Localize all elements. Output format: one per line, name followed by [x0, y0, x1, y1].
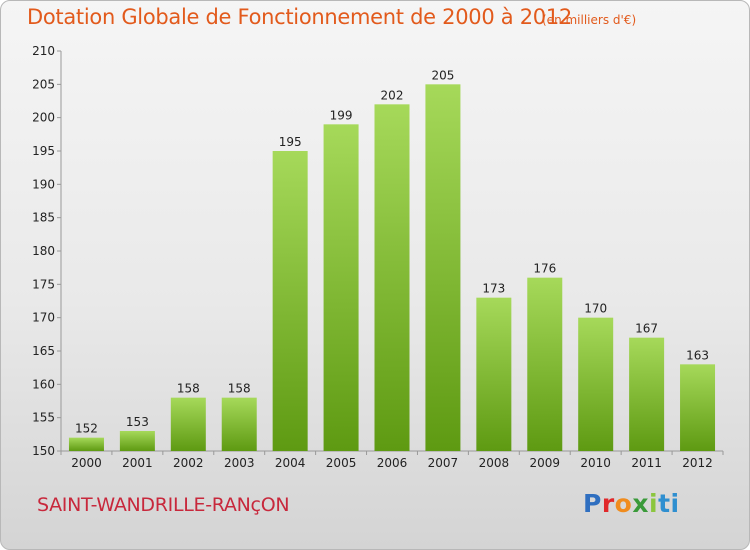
value-label-2010: 170 — [584, 302, 607, 316]
logo-letter: i — [670, 489, 680, 518]
value-label-2002: 158 — [177, 382, 200, 396]
y-tick-label: 170 — [32, 311, 55, 325]
bar-2007 — [425, 84, 461, 451]
bar-2011 — [629, 337, 665, 451]
chart-title: Dotation Globale de Fonctionnement de 20… — [27, 5, 572, 29]
x-tick-label-2008: 2008 — [479, 456, 510, 470]
chart-axes: 150 155 160 165 170 175 180 185 190 195 200 205 210 — [32, 44, 724, 458]
logo-letter: P — [583, 489, 602, 518]
value-label-2006: 202 — [381, 88, 404, 102]
x-tick-label-2002: 2002 — [173, 456, 204, 470]
x-tick-label-2005: 2005 — [326, 456, 357, 470]
chart-labels: 2000 152 2001 153 2002 158 2003 158 2004 195 2005 1… — [71, 68, 713, 470]
value-label-2007: 205 — [431, 68, 454, 82]
y-tick-label: 155 — [32, 411, 55, 425]
y-tick-label: 165 — [32, 344, 55, 358]
bar-2012 — [680, 364, 716, 451]
logo-letter: x — [632, 489, 649, 518]
x-tick-label-2003: 2003 — [224, 456, 255, 470]
value-label-2011: 167 — [635, 322, 658, 336]
value-label-2003: 158 — [228, 382, 251, 396]
y-tick-label: 175 — [32, 277, 55, 291]
bar-2010 — [578, 317, 614, 451]
city-name: SAINT-WANDRILLE-RANçON — [37, 494, 290, 516]
bar-2002 — [170, 397, 206, 451]
x-tick-label-2009: 2009 — [529, 456, 560, 470]
bar-2000 — [68, 437, 104, 451]
value-label-2009: 176 — [533, 262, 556, 276]
y-tick-label: 210 — [32, 44, 55, 58]
x-tick-label-2006: 2006 — [377, 456, 408, 470]
y-tick-label: 180 — [32, 244, 55, 258]
x-tick-label-2004: 2004 — [275, 456, 306, 470]
logo-letter: r — [601, 489, 615, 518]
bar-2009 — [527, 277, 563, 451]
y-tick-label: 190 — [32, 177, 55, 191]
value-label-2001: 153 — [126, 415, 149, 429]
y-tick-label: 205 — [32, 77, 55, 91]
y-tick-label: 185 — [32, 211, 55, 225]
x-tick-label-2010: 2010 — [580, 456, 611, 470]
chart-unit-label: (en milliers d'€) — [542, 13, 637, 27]
chart-bars — [68, 84, 716, 451]
x-tick-label-2011: 2011 — [631, 456, 662, 470]
value-label-2012: 163 — [686, 348, 709, 362]
x-tick-label-2007: 2007 — [428, 456, 459, 470]
logo-letter: t — [658, 489, 671, 518]
bar-2005 — [323, 124, 359, 451]
proxiti-logo: Proxiti — [583, 489, 680, 518]
value-label-2005: 199 — [330, 108, 353, 122]
bar-2003 — [221, 397, 257, 451]
x-tick-label-2012: 2012 — [682, 456, 713, 470]
value-label-2008: 173 — [482, 282, 505, 296]
logo-letter: o — [614, 489, 633, 518]
y-tick-label: 150 — [32, 444, 55, 458]
logo-letter: i — [649, 489, 659, 518]
bar-2004 — [272, 151, 308, 451]
bar-2008 — [476, 297, 512, 451]
value-label-2004: 195 — [279, 135, 302, 149]
y-tick-label: 160 — [32, 377, 55, 391]
x-tick-label-2001: 2001 — [122, 456, 153, 470]
bar-2006 — [374, 104, 410, 451]
y-tick-label: 200 — [32, 111, 55, 125]
y-tick-label: 195 — [32, 144, 55, 158]
value-label-2000: 152 — [75, 422, 98, 436]
bar-2001 — [119, 431, 155, 451]
x-tick-label-2000: 2000 — [71, 456, 102, 470]
